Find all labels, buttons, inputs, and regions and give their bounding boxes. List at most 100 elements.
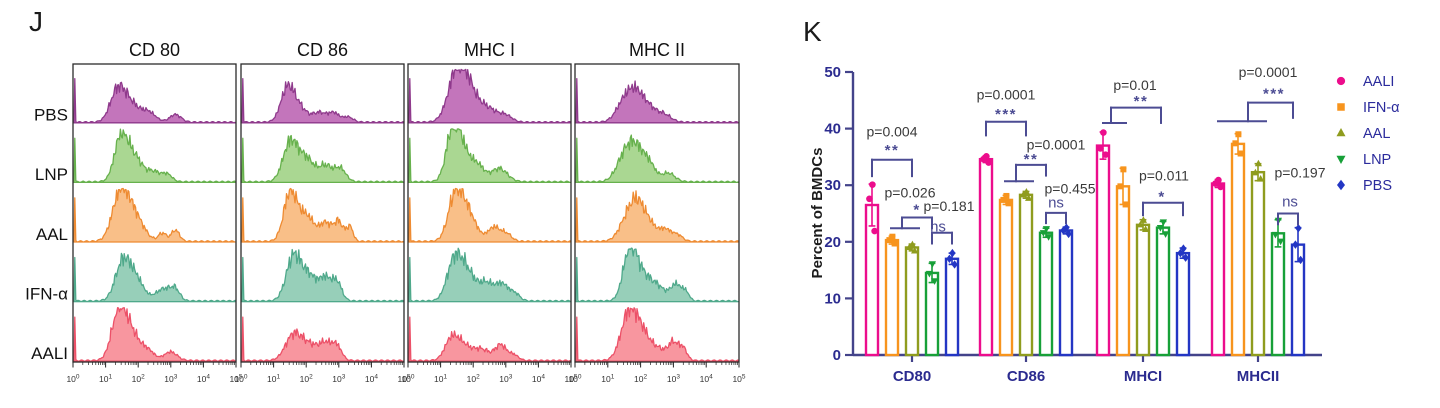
bar-PBS [1175, 251, 1191, 357]
bar-LNP [1270, 232, 1286, 357]
data-point [1254, 159, 1262, 167]
bar-AALI [864, 203, 880, 357]
significance-stars: ** [1024, 151, 1039, 168]
data-point [1271, 231, 1279, 239]
x-tick-label: 102 [634, 374, 647, 385]
data-point [1065, 229, 1072, 239]
data-point [1177, 248, 1184, 258]
data-point [1251, 168, 1259, 176]
histogram-curve [575, 307, 739, 362]
legend-item-IFN-α: IFN-α [1337, 100, 1400, 116]
data-point [1000, 196, 1007, 203]
panel-border [574, 63, 740, 363]
column-title: CD 86 [297, 40, 348, 60]
y-tick-label: 10 [824, 290, 841, 307]
legend-marker-triangle-down-icon [1336, 155, 1346, 164]
data-point [866, 195, 873, 203]
legend-item-LNP: LNP [1336, 152, 1391, 168]
significance-annotation: *** p=0.0001 [977, 87, 1036, 137]
data-point [1097, 145, 1104, 152]
data-point [1232, 140, 1239, 147]
histogram-curve [575, 134, 739, 184]
data-point [1217, 183, 1224, 191]
panel-k-label: K [803, 16, 822, 47]
bar-LNP [924, 271, 940, 357]
significance-annotation: *p=0.026 [885, 185, 936, 230]
p-value-label: p=0.197 [1275, 165, 1326, 181]
data-point [931, 278, 939, 285]
bar-group-MHCI [1095, 129, 1191, 357]
bar-IFN-α [884, 238, 900, 357]
p-value-label: p=0.455 [1045, 181, 1096, 197]
bar-IFN-α [998, 198, 1014, 357]
data-point [985, 159, 992, 166]
significance-stars: ** [885, 142, 900, 159]
panel-j-label: J [29, 6, 43, 37]
p-value-label: p=0.0001 [1027, 136, 1086, 152]
y-tick-label: 50 [824, 64, 841, 81]
significance-annotation: nsp=0.455 [1045, 181, 1096, 225]
histogram-curve [241, 316, 404, 362]
histogram-panel: 100 101 102 103 104 105 [568, 63, 746, 385]
bar-AAL [1135, 223, 1151, 357]
data-point [1159, 219, 1167, 226]
legend-item-PBS: PBS [1337, 178, 1392, 194]
data-point [1117, 183, 1124, 190]
x-tick-label: 102 [467, 374, 480, 385]
bar-AAL [1250, 170, 1266, 357]
bar-AALI [1095, 144, 1111, 357]
data-point [1039, 230, 1047, 237]
x-tick-label: 100 [234, 374, 247, 385]
significance-stars: ** [1134, 93, 1149, 110]
bar-AAL [1018, 193, 1034, 357]
legend-marker-diamond-icon [1337, 179, 1345, 191]
data-point [1003, 192, 1010, 199]
histogram-curve [241, 78, 404, 124]
data-point [905, 243, 913, 251]
data-point [951, 260, 958, 269]
x-tick-label: 105 [229, 374, 242, 385]
panel-border [240, 63, 405, 363]
histogram-curve [408, 247, 571, 303]
legend-label: AALI [1363, 74, 1394, 90]
histogram-curve [73, 128, 236, 184]
p-value-label: p=0.004 [867, 123, 918, 139]
x-category-label: CD86 [1007, 368, 1045, 385]
histogram-curve [408, 68, 571, 124]
x-category-label: MHCII [1237, 368, 1280, 385]
data-point [1005, 200, 1012, 207]
histogram-panel: 100 101 102 103 104 105 [66, 63, 243, 385]
data-point [1277, 238, 1285, 246]
y-tick-label: 40 [824, 121, 841, 138]
x-category-label: MHCI [1124, 368, 1162, 385]
histogram-curve [408, 187, 571, 243]
ns-label: ns [1282, 194, 1298, 211]
panel-j: CD 80 CD 86 MHC I MHC IIPBSLNPAALIFN-αAALI1… [25, 40, 746, 384]
bar-AALI [978, 157, 994, 357]
bar-AALI [1210, 182, 1226, 357]
data-point [871, 227, 878, 235]
column-title: CD 80 [129, 40, 180, 60]
histogram-curve [408, 316, 571, 362]
x-tick-label: 103 [332, 374, 345, 385]
data-point [886, 237, 893, 244]
histogram-panel: 100 101 102 103 104 105 [401, 63, 578, 385]
significance-annotation: ** p=0.004 [867, 123, 918, 178]
x-tick-label: 104 [365, 374, 378, 385]
data-point [908, 240, 916, 248]
p-value-label: p=0.0001 [1239, 64, 1298, 80]
x-tick-label: 104 [700, 374, 713, 385]
legend-label: LNP [1363, 152, 1391, 168]
data-point [1136, 220, 1144, 228]
x-tick-label: 105 [397, 374, 410, 385]
y-tick-label: 30 [824, 177, 841, 194]
x-tick-label: 105 [564, 374, 577, 385]
data-point [1122, 201, 1129, 208]
data-point [1162, 231, 1170, 238]
p-value-label: p=0.01 [1113, 77, 1156, 93]
significance-stars: *** [995, 106, 1017, 123]
x-tick-label: 102 [132, 374, 145, 385]
x-tick-label: 105 [732, 374, 745, 385]
x-tick-label: 103 [667, 374, 680, 385]
data-point [1257, 174, 1265, 182]
